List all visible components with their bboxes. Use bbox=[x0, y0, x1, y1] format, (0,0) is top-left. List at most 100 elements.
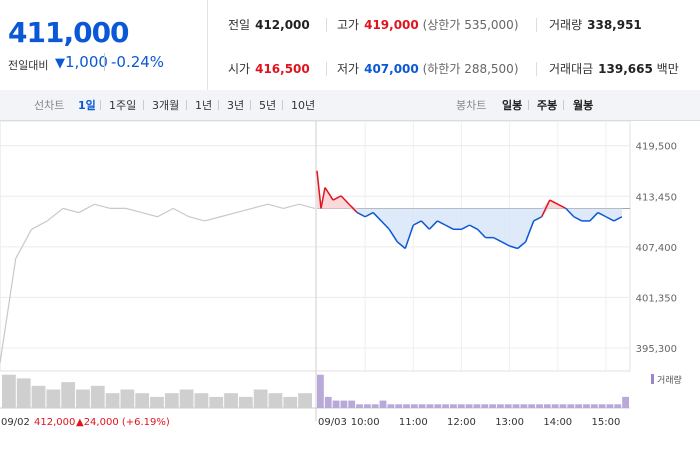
volume-bar-today bbox=[543, 404, 551, 408]
volume-bar-today bbox=[426, 404, 434, 408]
price-segment bbox=[380, 220, 390, 230]
tab-1-year[interactable]: 1년 bbox=[195, 99, 213, 112]
y-tick-label: 407,400 bbox=[636, 243, 677, 254]
price-segment bbox=[412, 220, 422, 226]
price-segment bbox=[565, 207, 575, 218]
price-segment bbox=[396, 241, 406, 250]
price-segment bbox=[549, 199, 559, 205]
price-segment bbox=[589, 212, 599, 222]
price-segment bbox=[356, 211, 366, 218]
x-tick-label: 10:00 bbox=[351, 417, 380, 428]
prev-close: 전일 412,000 bbox=[228, 18, 310, 32]
price-segment bbox=[573, 216, 583, 222]
chart-period-tabs: 선차트 1일 1주일 3개월 1년 3년 5년 10년 봉차트 일봉 주봉 월봉 bbox=[0, 90, 700, 121]
volume-bar-today bbox=[465, 404, 473, 408]
x-tick-label: 14:00 bbox=[543, 417, 572, 428]
volume-bar-today bbox=[340, 400, 348, 408]
tab-weekly-candle[interactable]: 주봉 bbox=[537, 99, 558, 112]
x-tick-label: 11:00 bbox=[399, 417, 428, 428]
price-segment bbox=[597, 211, 607, 218]
volume-bar-prev bbox=[179, 389, 194, 408]
x-tick-label: 09/03 bbox=[318, 417, 347, 428]
tab-1-week[interactable]: 1주일 bbox=[109, 99, 137, 112]
change-value: ▼1,000 bbox=[55, 53, 108, 71]
volume-bar-today bbox=[496, 404, 504, 408]
volume-bar-today bbox=[606, 404, 614, 408]
volume-bar-prev bbox=[150, 396, 164, 408]
volume-legend-label: 거래량 bbox=[657, 374, 682, 386]
volume-bar-today bbox=[481, 404, 489, 408]
prev-day-change-label: ▲24,000 (+6.19%) bbox=[76, 417, 170, 428]
x-tick-label: 13:00 bbox=[495, 417, 524, 428]
price-segment bbox=[420, 220, 430, 230]
tab-1-day[interactable]: 1일 bbox=[78, 99, 96, 112]
tab-10-years[interactable]: 10년 bbox=[291, 99, 316, 112]
tab-3-months[interactable]: 3개월 bbox=[152, 99, 180, 112]
volume-bar-today bbox=[614, 404, 622, 408]
change-label: 전일대비 bbox=[8, 59, 49, 72]
volume-bar-today bbox=[442, 404, 450, 408]
tab-daily-candle[interactable]: 일봉 bbox=[502, 99, 523, 112]
plot-frame bbox=[0, 121, 631, 372]
candle-chart-label: 봉차트 bbox=[456, 99, 487, 112]
volume-bar-today bbox=[348, 400, 356, 408]
volume-bar-prev bbox=[46, 389, 61, 408]
current-price: 411,000 bbox=[8, 16, 130, 49]
price-segment bbox=[533, 216, 543, 222]
low-price: 저가 407,000 (하한가 288,500) bbox=[337, 62, 519, 76]
x-tick-label: 09/02 bbox=[1, 417, 30, 428]
down-triangle-icon: ▼ bbox=[55, 56, 65, 71]
price-segment bbox=[605, 216, 615, 222]
volume: 거래량 338,951 bbox=[549, 18, 642, 32]
price-segment bbox=[509, 245, 518, 250]
prev-day-close-label: 412,000 bbox=[34, 417, 75, 428]
price-segment bbox=[320, 187, 326, 209]
volume-bar-prev bbox=[238, 396, 253, 408]
volume-bar-prev bbox=[253, 389, 268, 408]
volume-bar-today bbox=[371, 404, 379, 408]
volume-bar-today bbox=[387, 404, 395, 408]
x-tick-label: 12:00 bbox=[447, 417, 476, 428]
volume-bar-today bbox=[583, 404, 590, 408]
price-segment bbox=[404, 224, 415, 249]
price-segment bbox=[372, 212, 382, 222]
tab-5-years[interactable]: 5년 bbox=[259, 99, 277, 112]
volume-bar-today bbox=[418, 404, 426, 408]
volume-bar-today bbox=[356, 404, 363, 408]
line-chart-label: 선차트 bbox=[34, 99, 65, 112]
volume-bar-today bbox=[473, 404, 481, 408]
price-segment bbox=[316, 170, 322, 209]
volume-bar-today bbox=[559, 404, 567, 408]
volume-bar-today bbox=[575, 404, 583, 408]
price-segment bbox=[469, 224, 478, 230]
volume-bar-today bbox=[379, 400, 387, 408]
volume-bar-prev bbox=[298, 393, 312, 408]
volume-bar-prev bbox=[105, 393, 120, 408]
volume-bar-today bbox=[520, 404, 528, 408]
volume-bar-prev bbox=[16, 378, 31, 408]
volume-bar-prev bbox=[268, 393, 283, 408]
open-price: 시가 416,500 bbox=[228, 62, 310, 76]
y-tick-label: 401,350 bbox=[636, 293, 677, 304]
volume-bar-today bbox=[332, 400, 340, 408]
y-tick-label: 413,450 bbox=[636, 192, 677, 203]
volume-bar-today bbox=[434, 404, 442, 408]
volume-bar-prev bbox=[76, 389, 90, 408]
volume-legend-swatch bbox=[651, 374, 654, 384]
tab-3-years[interactable]: 3년 bbox=[227, 99, 245, 112]
volume-bar-prev bbox=[61, 382, 76, 408]
prev-day-line bbox=[0, 203, 316, 364]
volume-bar-today bbox=[489, 404, 496, 408]
volume-bar-today bbox=[450, 404, 457, 408]
volume-bar-today bbox=[317, 374, 324, 408]
volume-bar-today bbox=[395, 404, 403, 408]
price-segment bbox=[324, 187, 334, 201]
volume-bar-prev bbox=[2, 374, 16, 408]
tab-monthly-candle[interactable]: 월봉 bbox=[573, 99, 594, 112]
volume-bar-today bbox=[457, 404, 465, 408]
price-segment bbox=[517, 241, 527, 250]
price-segment bbox=[524, 220, 535, 243]
volume-bar-today bbox=[512, 404, 520, 408]
high-price: 고가 419,000 (상한가 535,000) bbox=[337, 18, 519, 32]
volume-bar-prev bbox=[283, 396, 298, 408]
